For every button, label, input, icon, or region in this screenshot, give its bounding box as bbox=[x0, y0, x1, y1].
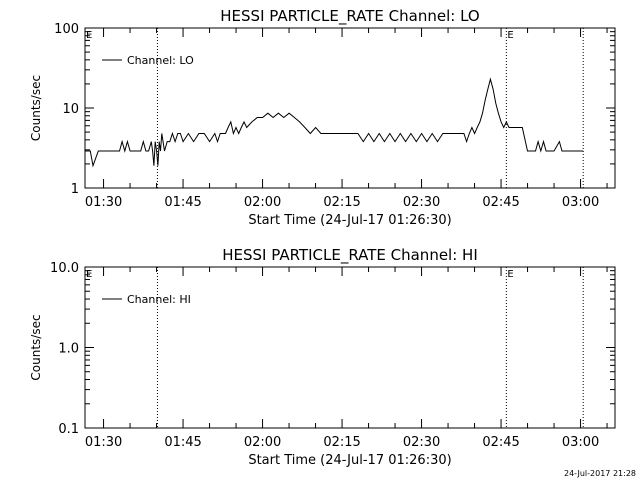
x-tick-label: 03:00 bbox=[562, 435, 599, 450]
event-marker-label: E bbox=[507, 30, 513, 41]
corner-marker-label: E bbox=[86, 30, 92, 41]
footer-timestamp: 24-Jul-2017 21:28 bbox=[564, 469, 636, 478]
x-tick-label: 02:15 bbox=[323, 195, 360, 210]
chart-title: HESSI PARTICLE_RATE Channel: LO bbox=[220, 7, 479, 26]
x-axis-label: Start Time (24-Jul-17 01:26:30) bbox=[248, 213, 451, 228]
x-tick-label: 02:30 bbox=[403, 435, 440, 450]
y-tick-label: 1 bbox=[71, 182, 79, 197]
legend-label: Channel: HI bbox=[127, 293, 191, 306]
corner-marker-label: E bbox=[86, 269, 92, 280]
y-axis-label: Counts/sec bbox=[29, 75, 43, 141]
y-tick-label: 10 bbox=[62, 102, 79, 117]
x-tick-label: 02:45 bbox=[482, 195, 519, 210]
y-tick-label: 100 bbox=[54, 22, 79, 37]
x-tick-label: 02:30 bbox=[403, 195, 440, 210]
x-tick-label: 03:00 bbox=[562, 195, 599, 210]
x-tick-label: 02:45 bbox=[482, 435, 519, 450]
x-tick-label: 01:30 bbox=[85, 435, 122, 450]
x-axis-label: Start Time (24-Jul-17 01:26:30) bbox=[248, 453, 451, 468]
y-tick-label: 1.0 bbox=[58, 342, 79, 357]
legend-label: Channel: LO bbox=[127, 54, 194, 67]
x-tick-label: 01:45 bbox=[164, 195, 201, 210]
event-marker-label: E bbox=[507, 269, 513, 280]
x-tick-label: 01:30 bbox=[85, 195, 122, 210]
chart-title: HESSI PARTICLE_RATE Channel: HI bbox=[222, 246, 478, 265]
y-axis-label: Counts/sec bbox=[29, 314, 43, 380]
y-tick-label: 10.0 bbox=[50, 261, 79, 276]
y-tick-label: 0.1 bbox=[58, 422, 79, 437]
plot-frame bbox=[84, 27, 616, 189]
series-line-channel-lo bbox=[85, 77, 584, 168]
x-tick-label: 02:00 bbox=[244, 435, 281, 450]
x-tick-label: 02:15 bbox=[323, 435, 360, 450]
x-tick-label: 02:00 bbox=[244, 195, 281, 210]
x-tick-label: 01:45 bbox=[164, 435, 201, 450]
plot-frame bbox=[84, 266, 616, 429]
